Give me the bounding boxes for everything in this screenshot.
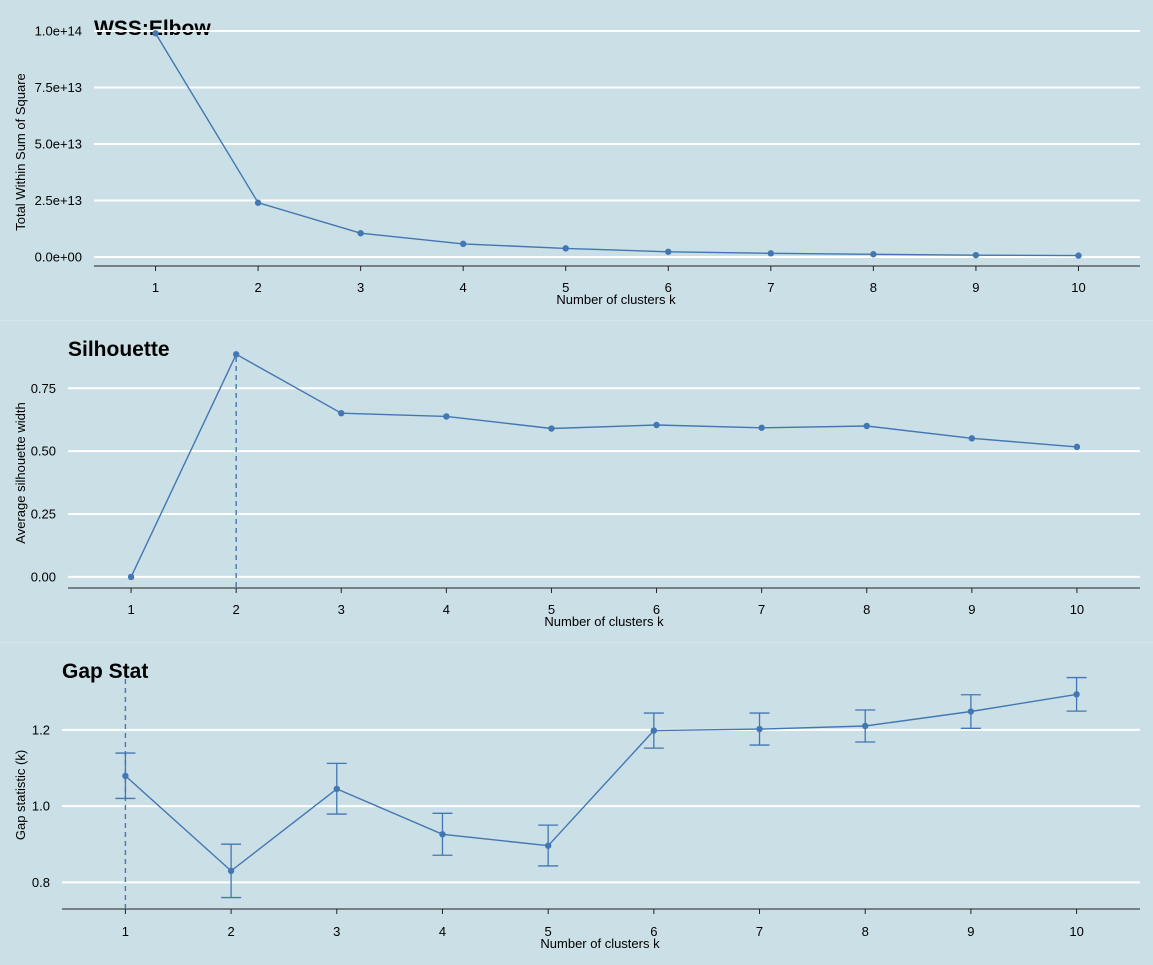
silhouette-data-point: [127, 573, 135, 581]
wss-x-tick-label: 2: [254, 280, 261, 295]
gap-stat-data-point: [967, 708, 975, 715]
wss-data-point: [972, 251, 980, 259]
gap-stat-data-point: [122, 772, 129, 780]
gap-stat-x-tick-label: 5: [545, 924, 552, 939]
gap-stat-y-tick-label: 0.8: [32, 875, 50, 890]
gap-stat-data-point: [439, 831, 446, 838]
wss-data-point: [357, 230, 364, 237]
gap-stat-x-tick-label: 8: [862, 924, 869, 939]
silhouette-panel-title: Silhouette: [68, 338, 170, 361]
gap-stat-data-point: [756, 725, 763, 733]
gap-stat-y-tick-label: 1.0: [32, 799, 50, 814]
wss-y-tick-label: 7.5e+13: [35, 80, 82, 95]
gap-stat-data-point: [1073, 691, 1080, 698]
gap-stat-x-tick-label: 9: [967, 924, 974, 939]
silhouette-y-axis-label: Average silhouette width: [13, 402, 28, 543]
wss-x-tick-label: 8: [870, 280, 877, 295]
gap-stat-series-line: [124, 693, 1077, 872]
wss-x-tick-label: 6: [665, 280, 672, 295]
silhouette-data-point: [1073, 443, 1081, 451]
wss-y-tick-label: 2.5e+13: [35, 193, 82, 208]
wss-x-tick-label: 5: [562, 280, 569, 295]
wss-y-tick-label: 0.0e+00: [35, 249, 82, 264]
silhouette-x-tick-label: 10: [1070, 602, 1084, 617]
silhouette-y-tick-label: 0.00: [31, 569, 56, 584]
silhouette-y-tick-label: 0.25: [31, 507, 56, 522]
gap-stat-x-tick-label: 2: [227, 924, 234, 939]
gap-stat-panel-title: Gap Stat: [62, 660, 148, 683]
wss-data-point: [459, 240, 467, 248]
silhouette-x-tick-label: 2: [233, 602, 240, 617]
gap-stat-x-tick-label: 7: [756, 924, 763, 939]
silhouette-data-point: [338, 409, 345, 417]
silhouette-panel: Silhouette Average silhouette width Numb…: [13, 338, 1140, 629]
wss-x-tick-label: 10: [1071, 280, 1085, 295]
silhouette-x-tick-label: 4: [443, 602, 450, 617]
gap-stat-x-tick-label: 4: [439, 924, 446, 939]
gap-stat-data-point: [544, 842, 552, 849]
silhouette-x-tick-label: 9: [968, 602, 975, 617]
gap-stat-data-point: [650, 727, 658, 734]
wss-y-axis-label: Total Within Sum of Square: [13, 73, 28, 231]
silhouette-x-tick-label: 8: [863, 602, 870, 617]
silhouette-x-tick-label: 3: [338, 602, 345, 617]
gap-stat-y-axis-label: Gap statistic (k): [13, 750, 28, 840]
gap-stat-data-point: [333, 785, 340, 793]
silhouette-data-point: [443, 413, 450, 420]
wss-x-tick-label: 7: [767, 280, 774, 295]
wss-data-point: [1075, 252, 1082, 259]
silhouette-x-tick-label: 7: [758, 602, 765, 617]
gap-stat-x-tick-label: 6: [650, 924, 657, 939]
silhouette-series-line: [130, 353, 1077, 578]
wss-data-point: [562, 245, 569, 252]
wss-x-tick-label: 9: [972, 280, 979, 295]
silhouette-data-point: [232, 351, 240, 358]
wss-y-tick-label: 1.0e+14: [35, 24, 82, 39]
silhouette-x-tick-label: 1: [127, 602, 134, 617]
wss-elbow-panel: WSS:Elbow Total Within Sum of Square Num…: [13, 17, 1140, 307]
silhouette-data-point: [968, 435, 976, 442]
wss-x-axis-label: Number of clusters k: [556, 292, 676, 307]
gap-stat-x-tick-label: 1: [122, 924, 129, 939]
wss-y-tick-label: 5.0e+13: [35, 137, 82, 152]
gap-stat-x-axis-label: Number of clusters k: [540, 936, 660, 951]
gap-stat-x-tick-label: 3: [333, 924, 340, 939]
wss-x-tick-label: 3: [357, 280, 364, 295]
silhouette-y-tick-label: 0.50: [31, 444, 56, 459]
gap-stat-y-tick-label: 1.2: [32, 722, 50, 737]
silhouette-x-tick-label: 5: [548, 602, 555, 617]
silhouette-x-axis-label: Number of clusters k: [544, 614, 664, 629]
wss-data-point: [665, 248, 672, 255]
silhouette-data-point: [548, 425, 555, 432]
wss-data-point: [254, 199, 262, 206]
gap-stat-x-tick-label: 10: [1069, 924, 1083, 939]
wss-data-point: [870, 251, 877, 258]
silhouette-data-point: [863, 422, 870, 430]
wss-series-line: [154, 32, 1079, 257]
wss-x-tick-label: 4: [460, 280, 467, 295]
gap-stat-data-point: [862, 722, 869, 730]
silhouette-data-point: [758, 424, 765, 431]
wss-panel-title: WSS:Elbow: [94, 17, 211, 40]
wss-x-tick-label: 1: [152, 280, 159, 295]
wss-data-point: [767, 250, 775, 257]
silhouette-y-tick-label: 0.75: [31, 381, 56, 396]
silhouette-data-point: [653, 421, 660, 429]
gap-stat-data-point: [227, 867, 235, 875]
gap-stat-panel: Gap Stat Gap statistic (k) Number of clu…: [13, 660, 1140, 951]
wss-data-point: [152, 30, 159, 37]
silhouette-x-tick-label: 6: [653, 602, 660, 617]
